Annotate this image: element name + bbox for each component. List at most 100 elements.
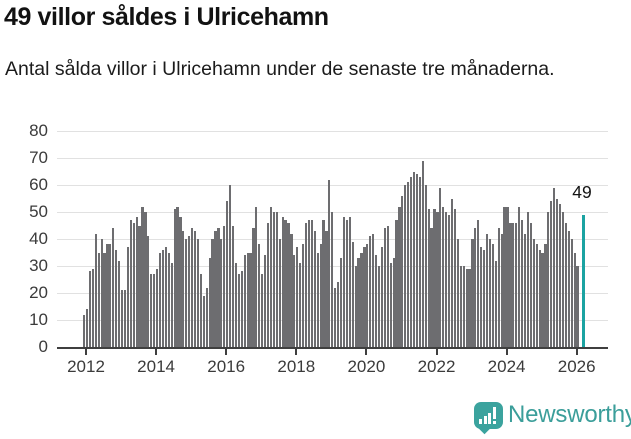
bar xyxy=(526,212,530,347)
bar xyxy=(126,247,129,347)
bar xyxy=(304,222,308,347)
bar xyxy=(342,217,346,347)
bar xyxy=(310,220,313,347)
bar xyxy=(541,252,544,347)
bar xyxy=(553,187,556,347)
bar xyxy=(269,206,273,347)
bar xyxy=(561,212,565,347)
bar xyxy=(164,247,167,347)
y-axis-tick-label: 70 xyxy=(29,148,48,167)
bar xyxy=(316,252,319,347)
bar xyxy=(115,249,118,347)
bar xyxy=(491,244,494,347)
bar xyxy=(302,244,305,347)
bar xyxy=(188,236,191,347)
x-axis-tick xyxy=(155,349,158,355)
x-axis-tick xyxy=(505,349,508,355)
bar xyxy=(369,236,372,347)
x-axis-line xyxy=(57,347,608,349)
bar xyxy=(144,212,147,347)
bar xyxy=(307,220,311,347)
logo-minibar-icon xyxy=(479,419,482,424)
x-axis-tick xyxy=(365,349,368,355)
bar xyxy=(372,233,375,347)
bar xyxy=(328,179,331,347)
bar xyxy=(229,185,232,347)
bar xyxy=(299,263,302,347)
bar xyxy=(255,206,258,347)
bar xyxy=(485,233,489,347)
newsworthy-brand-text: Newsworthy xyxy=(508,401,631,428)
bar xyxy=(319,244,322,347)
bar xyxy=(377,266,381,347)
y-axis-tick-label: 0 xyxy=(38,337,48,356)
y-axis-tick-label: 50 xyxy=(29,202,48,221)
bar xyxy=(412,171,416,347)
logo-exclamation-icon xyxy=(492,421,496,424)
bar xyxy=(506,206,509,347)
x-axis-tick xyxy=(575,349,578,355)
bar xyxy=(103,252,106,347)
bar xyxy=(97,252,100,347)
bar xyxy=(100,239,103,347)
logo-minibar-icon xyxy=(483,416,487,424)
bar xyxy=(535,244,538,347)
logo-exclamation-icon xyxy=(492,407,496,419)
y-axis-tick-label: 10 xyxy=(29,310,48,329)
x-axis-tick xyxy=(295,349,298,355)
bar xyxy=(427,209,430,347)
bar xyxy=(231,225,235,347)
bar xyxy=(217,228,220,347)
bar xyxy=(459,266,462,347)
bar xyxy=(558,203,562,347)
bar xyxy=(453,209,457,347)
bar xyxy=(278,239,281,347)
bar xyxy=(471,239,474,347)
x-axis-tick xyxy=(85,349,87,355)
bar xyxy=(135,217,138,347)
bar xyxy=(468,268,471,347)
bar xyxy=(153,274,156,347)
bar xyxy=(106,244,109,347)
bar xyxy=(161,249,165,347)
bar xyxy=(395,220,398,347)
bar xyxy=(351,241,354,347)
bar xyxy=(538,249,541,347)
bar xyxy=(450,198,454,347)
bar xyxy=(156,268,159,347)
bar xyxy=(424,185,427,347)
bar xyxy=(445,212,448,347)
bar xyxy=(199,274,202,347)
bar xyxy=(488,239,492,347)
bar xyxy=(237,274,240,347)
bar xyxy=(523,233,527,347)
bar xyxy=(325,230,328,347)
bar xyxy=(261,274,264,347)
bar xyxy=(281,217,284,347)
bar xyxy=(185,239,188,347)
bar xyxy=(296,247,299,347)
bar xyxy=(386,225,389,347)
bar xyxy=(556,198,559,347)
bar xyxy=(407,182,410,347)
bar xyxy=(415,174,419,347)
bar xyxy=(433,209,436,347)
bar xyxy=(220,239,223,347)
bar xyxy=(266,222,270,347)
bar xyxy=(550,201,553,347)
bar xyxy=(448,214,451,347)
bar xyxy=(167,252,170,347)
bar xyxy=(243,255,246,347)
bar xyxy=(293,255,296,347)
bar xyxy=(345,220,348,347)
bar xyxy=(272,212,275,347)
bar xyxy=(430,228,433,347)
bar xyxy=(474,228,477,347)
bar xyxy=(193,230,197,347)
bar xyxy=(398,206,401,347)
bar xyxy=(410,176,413,347)
bar xyxy=(503,206,506,347)
x-axis-tick-label: 2012 xyxy=(67,357,105,376)
bar xyxy=(138,225,141,347)
bar xyxy=(366,244,369,347)
